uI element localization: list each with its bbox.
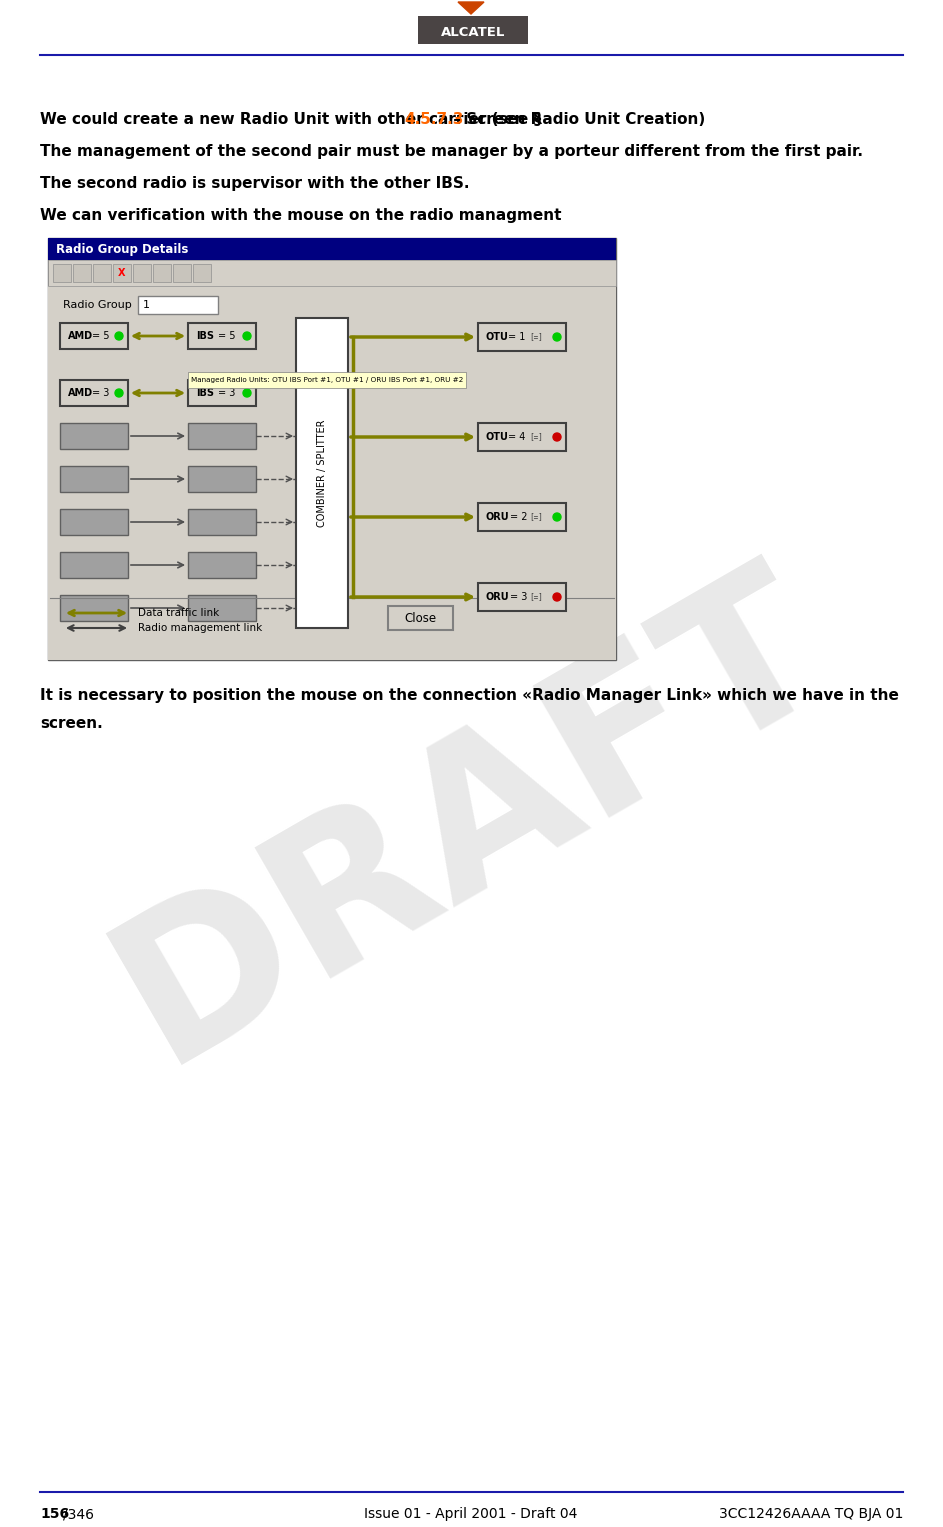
Text: Issue 01 - April 2001 - Draft 04: Issue 01 - April 2001 - Draft 04 xyxy=(364,1507,578,1521)
Circle shape xyxy=(243,331,251,341)
Text: ALCATEL: ALCATEL xyxy=(440,26,505,40)
Bar xyxy=(188,373,466,388)
Bar xyxy=(188,508,256,534)
Bar xyxy=(188,596,256,621)
Text: The management of the second pair must be manager by a porteur different from th: The management of the second pair must b… xyxy=(40,144,863,159)
Text: [=]: [=] xyxy=(529,592,543,602)
Text: AMD: AMD xyxy=(68,388,93,399)
Text: = 4: = 4 xyxy=(508,432,525,441)
Text: Radio management link: Radio management link xyxy=(138,623,262,634)
Text: IBS: IBS xyxy=(196,331,214,341)
Bar xyxy=(478,423,566,450)
Bar xyxy=(60,508,128,534)
Bar xyxy=(60,324,128,350)
Bar xyxy=(188,466,256,492)
Bar xyxy=(188,380,256,406)
Text: – Screen Radio Unit Creation): – Screen Radio Unit Creation) xyxy=(448,111,705,127)
Bar xyxy=(48,238,616,660)
Bar xyxy=(60,596,128,621)
Text: = 3: = 3 xyxy=(510,592,527,602)
Bar xyxy=(388,606,453,631)
Bar xyxy=(173,264,191,282)
Text: /346: /346 xyxy=(63,1507,94,1521)
Circle shape xyxy=(243,389,251,397)
Bar xyxy=(418,15,528,44)
Bar xyxy=(478,502,566,531)
Text: OTU: OTU xyxy=(486,331,509,342)
Text: Radio Group: Radio Group xyxy=(63,299,132,310)
Bar xyxy=(48,286,616,660)
Text: The second radio is supervisor with the other IBS.: The second radio is supervisor with the … xyxy=(40,176,470,191)
Bar xyxy=(153,264,171,282)
Text: = 3: = 3 xyxy=(92,388,109,399)
Bar xyxy=(113,264,131,282)
Text: = 1: = 1 xyxy=(508,331,525,342)
Circle shape xyxy=(115,389,123,397)
Bar xyxy=(478,324,566,351)
Circle shape xyxy=(115,331,123,341)
Bar xyxy=(60,380,128,406)
Bar xyxy=(138,296,218,315)
Text: Data traffic link: Data traffic link xyxy=(138,608,220,618)
Text: DRAFT: DRAFT xyxy=(83,538,859,1102)
Text: ORU: ORU xyxy=(486,592,509,602)
Bar xyxy=(188,423,256,449)
Bar xyxy=(73,264,91,282)
Circle shape xyxy=(553,592,561,602)
Bar xyxy=(48,238,616,260)
Text: = 5: = 5 xyxy=(218,331,236,341)
Text: 4.5.7.3: 4.5.7.3 xyxy=(405,111,464,127)
Bar xyxy=(188,551,256,579)
Bar xyxy=(60,466,128,492)
Text: [=]: [=] xyxy=(529,513,543,522)
Text: = 2: = 2 xyxy=(510,512,527,522)
Text: IBS: IBS xyxy=(196,388,214,399)
Text: We could create a new Radio Unit with other carrier (see §: We could create a new Radio Unit with ot… xyxy=(40,111,547,127)
Circle shape xyxy=(553,333,561,341)
Bar xyxy=(193,264,211,282)
Text: screen.: screen. xyxy=(40,716,103,731)
Text: = 5: = 5 xyxy=(92,331,109,341)
Bar xyxy=(296,318,348,628)
Bar xyxy=(60,423,128,449)
Polygon shape xyxy=(458,2,484,14)
Text: 3CC12426AAAA TQ BJA 01: 3CC12426AAAA TQ BJA 01 xyxy=(719,1507,903,1521)
Circle shape xyxy=(553,513,561,521)
Text: Close: Close xyxy=(404,611,436,625)
Text: It is necessary to position the mouse on the connection «Radio Manager Link» whi: It is necessary to position the mouse on… xyxy=(40,689,899,702)
Text: X: X xyxy=(118,269,125,278)
Text: [=]: [=] xyxy=(529,333,543,342)
Text: OTU: OTU xyxy=(486,432,509,441)
Circle shape xyxy=(553,434,561,441)
Text: We can verification with the mouse on the radio managment: We can verification with the mouse on th… xyxy=(40,208,561,223)
Bar xyxy=(48,260,616,286)
Text: [=]: [=] xyxy=(529,432,543,441)
Bar xyxy=(133,264,151,282)
Bar xyxy=(478,583,566,611)
Bar xyxy=(93,264,111,282)
Text: ORU: ORU xyxy=(486,512,509,522)
Text: Radio Group Details: Radio Group Details xyxy=(56,243,189,255)
Bar xyxy=(53,264,71,282)
Text: 156: 156 xyxy=(40,1507,69,1521)
Text: = 3: = 3 xyxy=(218,388,236,399)
Text: AMD: AMD xyxy=(68,331,93,341)
Text: COMBINER / SPLITTER: COMBINER / SPLITTER xyxy=(317,420,327,527)
Text: Managed Radio Units: OTU IBS Port #1, OTU #1 / ORU IBS Port #1, ORU #2: Managed Radio Units: OTU IBS Port #1, OT… xyxy=(191,377,463,383)
Bar xyxy=(188,324,256,350)
Bar xyxy=(60,551,128,579)
Text: 1: 1 xyxy=(143,299,150,310)
